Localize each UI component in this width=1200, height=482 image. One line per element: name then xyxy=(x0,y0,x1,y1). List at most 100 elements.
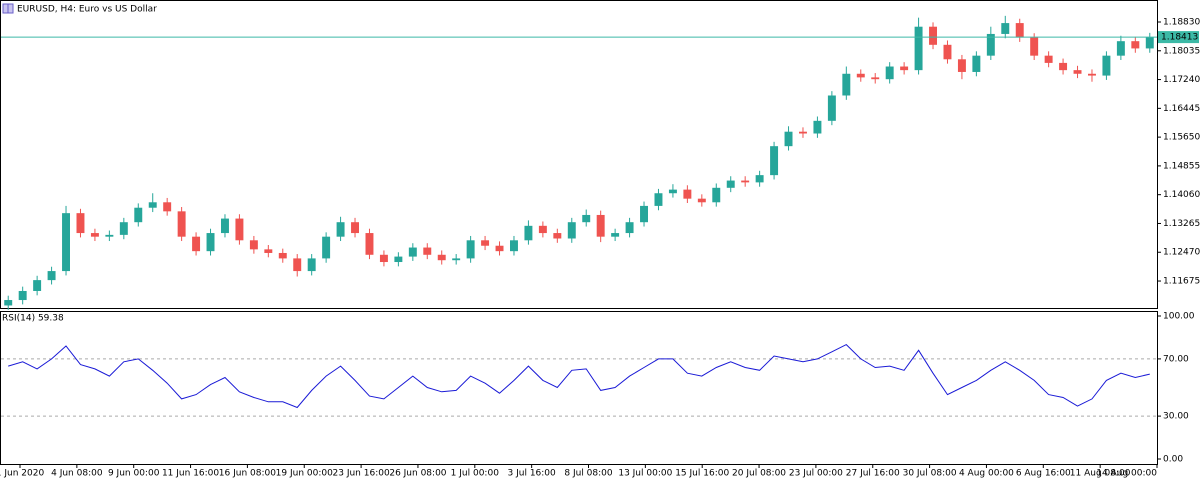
candle-body xyxy=(163,202,172,212)
candle-body xyxy=(322,236,331,259)
candle-body xyxy=(1088,73,1096,76)
candle-body xyxy=(307,258,316,272)
y-tick-label: 1.13265 xyxy=(1163,219,1200,229)
candle-body xyxy=(47,271,56,281)
y-tick-label: 1.15650 xyxy=(1163,133,1200,143)
candle-body xyxy=(235,218,244,241)
y-tick-label: 1.14855 xyxy=(1163,161,1200,171)
candle-body xyxy=(582,214,591,223)
candle-body xyxy=(264,249,273,253)
candle-body xyxy=(871,77,880,80)
candle-body xyxy=(726,180,735,188)
y-tick-label: 1.14060 xyxy=(1163,190,1200,200)
candle-body xyxy=(4,300,13,306)
candle-body xyxy=(18,290,27,301)
y-tick-label: 0.00 xyxy=(1163,455,1183,465)
candle-body xyxy=(712,187,721,203)
candle-body xyxy=(365,233,374,255)
x-tick-label: 6 Aug 16:00 xyxy=(1016,469,1071,479)
y-tick-label: 1.18035 xyxy=(1163,46,1200,56)
x-tick-label: 14 Aug 00:00 xyxy=(1096,469,1157,479)
candle-body xyxy=(524,225,533,241)
x-tick-label: 3 Jul 16:00 xyxy=(508,469,557,479)
candle-body xyxy=(1044,55,1053,63)
x-tick-label: 11 Jun 16:00 xyxy=(162,469,219,479)
candle-body xyxy=(611,233,620,237)
current-price-box xyxy=(1158,31,1199,44)
x-tick-label: 23 Jul 00:00 xyxy=(789,469,843,479)
candle-body xyxy=(466,240,475,259)
y-tick-label: 100.00 xyxy=(1163,312,1195,322)
candle-body xyxy=(62,213,70,272)
x-tick-label: 11 Aug 08:00 xyxy=(1070,469,1131,479)
candle-body xyxy=(683,189,692,199)
candle-body xyxy=(452,258,461,261)
candle-body xyxy=(640,205,648,223)
candle-body xyxy=(134,207,143,223)
candle-body xyxy=(278,252,287,259)
symbol-icon xyxy=(2,3,14,14)
y-tick-label: 1.18830 xyxy=(1163,17,1200,27)
y-tick-label: 1.17240 xyxy=(1163,75,1200,85)
x-tick-label: 1 Jun 2020 xyxy=(0,469,44,479)
candle-body xyxy=(119,222,128,235)
x-tick-label: 30 Jul 08:00 xyxy=(903,469,957,479)
x-tick-label: 13 Jul 00:00 xyxy=(618,469,672,479)
x-tick-label: 19 Jun 00:00 xyxy=(276,469,333,479)
candle-body xyxy=(437,254,446,261)
x-tick-label: 20 Jul 08:00 xyxy=(732,469,786,479)
candle-body xyxy=(567,222,576,239)
candle-body xyxy=(799,131,807,134)
candle-body xyxy=(625,222,634,234)
candle-body xyxy=(351,222,359,234)
candle-body xyxy=(856,73,865,78)
candle-body xyxy=(784,131,793,147)
candle-body xyxy=(741,180,750,183)
candle-body xyxy=(1102,55,1111,76)
x-tick-label: 4 Aug 00:00 xyxy=(959,469,1014,479)
candle-body xyxy=(770,146,779,176)
candle-body xyxy=(929,26,937,45)
x-tick-label: 27 Jul 16:00 xyxy=(846,469,900,479)
x-tick-label: 4 Jun 08:00 xyxy=(51,469,103,479)
candle-body xyxy=(408,247,417,257)
y-tick-label: 1.16445 xyxy=(1163,104,1200,114)
candle-body xyxy=(596,214,605,237)
candle-body xyxy=(842,73,851,96)
candle-body xyxy=(957,59,966,72)
candle-body xyxy=(885,66,894,80)
candle-body xyxy=(697,198,706,203)
candle-body xyxy=(495,245,504,252)
main-frame xyxy=(0,0,1158,309)
candle-body xyxy=(1145,37,1154,49)
candle-body xyxy=(206,233,215,252)
y-tick-label: 1.12470 xyxy=(1163,248,1200,258)
candle-body xyxy=(148,202,157,208)
current-price-label: 1.18413 xyxy=(1161,33,1198,43)
candle-body xyxy=(1059,62,1068,71)
candle-body xyxy=(379,254,388,263)
candle-body xyxy=(105,234,114,237)
candle-body xyxy=(249,240,258,250)
x-tick-label: 16 Jun 08:00 xyxy=(219,469,276,479)
x-tick-label: 26 Jun 08:00 xyxy=(389,469,446,479)
candle-body xyxy=(177,211,186,237)
candle-body xyxy=(481,240,490,246)
candle-body xyxy=(221,218,229,234)
candle-body xyxy=(553,233,562,239)
rsi-title: RSI(14) 59.38 xyxy=(2,314,64,324)
candle-body xyxy=(538,225,547,234)
candle-body xyxy=(827,95,836,121)
candle-body xyxy=(90,233,99,237)
rsi-line xyxy=(8,343,1150,409)
x-tick-label: 9 Jun 00:00 xyxy=(108,469,160,479)
candle-body xyxy=(293,258,302,272)
candle-body xyxy=(1015,23,1024,38)
x-tick-label: 1 Jul 00:00 xyxy=(451,469,500,479)
candle-body xyxy=(394,256,403,263)
candle-body xyxy=(1030,37,1039,56)
x-tick-label: 15 Jul 16:00 xyxy=(675,469,729,479)
candle-body xyxy=(755,175,764,183)
